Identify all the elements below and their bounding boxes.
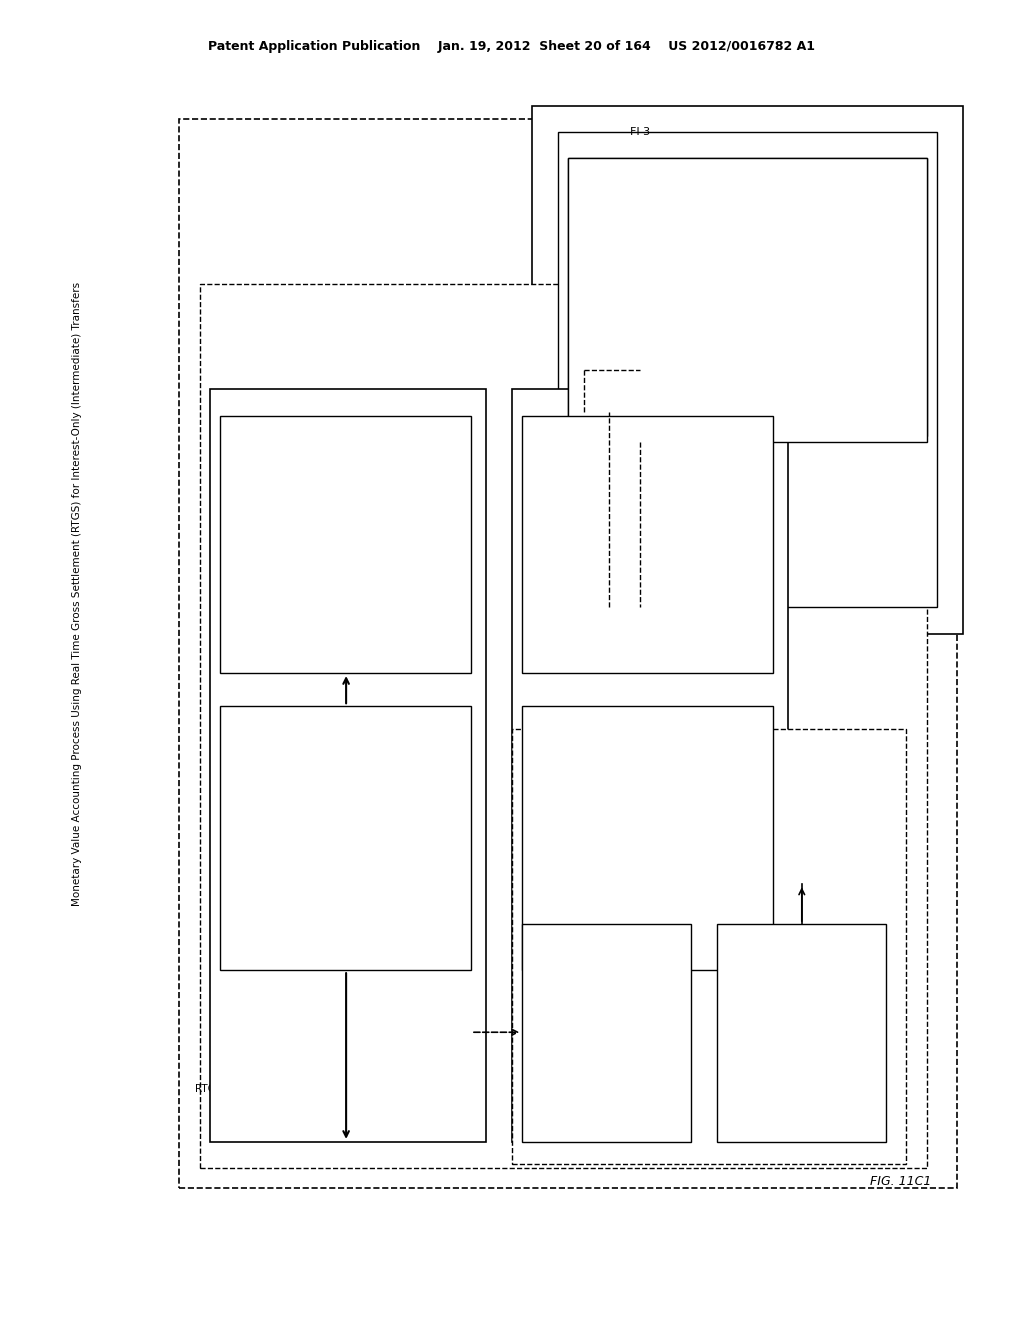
Text: MV (Rₗ (β, $, CPₙ, 0)): MV (Rₗ (β, $, CPₙ, 0)) — [603, 715, 693, 723]
Text: RTGS: RTGS — [195, 1084, 222, 1094]
Text: Federal Reserve Bank: Federal Reserve Bank — [653, 754, 766, 764]
FancyBboxPatch shape — [522, 706, 773, 970]
Text: Home Financial Institution: Home Financial Institution — [281, 417, 416, 428]
Text: External Financial: External Financial — [604, 411, 696, 421]
Text: Accounts (Cash): Accounts (Cash) — [606, 430, 690, 441]
Text: Third Party Bank: Third Party Bank — [597, 195, 683, 206]
Text: Third Party Bank: Third Party Bank — [597, 160, 683, 170]
Text: Where: Where — [624, 318, 656, 329]
FancyBboxPatch shape — [522, 416, 773, 673]
Text: MV (FRBDₙ, $,: MV (FRBDₙ, $, — [771, 969, 833, 977]
Text: +: + — [635, 389, 645, 403]
Text: MV (CIₙ, $, CPₘ, t): MV (CIₙ, $, CPₘ, t) — [600, 416, 680, 424]
Text: CPₙ, t)) – MV (Rₗ (β, $,: CPₙ, t)) – MV (Rₗ (β, $, — [298, 738, 394, 746]
FancyBboxPatch shape — [522, 924, 691, 1142]
Text: Third Party Account: Third Party Account — [696, 199, 799, 210]
Text: FIG. 11C1: FIG. 11C1 — [870, 1175, 932, 1188]
Text: MV (CIₙ, $, CPₘ, t): MV (CIₙ, $, CPₘ, t) — [608, 458, 688, 466]
FancyBboxPatch shape — [200, 284, 927, 1168]
FancyBboxPatch shape — [512, 729, 906, 1164]
Text: MV (Rₗ (α…), $,: MV (Rₗ (α…), $, — [312, 715, 380, 723]
Text: MV (FRBCₘ, $,: MV (FRBCₘ, $, — [575, 969, 639, 977]
Text: Third Party Account: Third Party Account — [696, 177, 799, 187]
Text: FI 2: FI 2 — [793, 941, 811, 952]
Text: FI 1: FI 1 — [598, 941, 616, 952]
Text: MRT Network: MRT Network — [220, 1097, 289, 1107]
Text: Third Party Account: Third Party Account — [696, 176, 799, 186]
Text: Institution: Institution — [624, 433, 677, 444]
FancyBboxPatch shape — [558, 132, 937, 607]
Text: FI 3: FI 3 — [630, 127, 650, 137]
FancyBboxPatch shape — [220, 416, 471, 673]
Text: Accounts (Cash): Accounts (Cash) — [304, 430, 388, 441]
Text: CIₙ, t): CIₙ, t) — [595, 991, 620, 999]
FancyBboxPatch shape — [210, 389, 486, 1142]
FancyBboxPatch shape — [512, 389, 788, 1142]
FancyBboxPatch shape — [568, 158, 927, 436]
Text: (MV (CPₘ, $, CPₙ, t)/PCR): (MV (CPₘ, $, CPₙ, t)/PCR) — [692, 207, 803, 215]
Text: Monetary Value Accounting Process Using Real Time Gross Settlement (RTGS) for In: Monetary Value Accounting Process Using … — [72, 282, 82, 906]
Text: FI 3: FI 3 — [630, 173, 650, 183]
FancyBboxPatch shape — [179, 119, 957, 1188]
Text: CIₙ, t): CIₙ, t) — [790, 991, 814, 999]
FancyBboxPatch shape — [568, 158, 927, 442]
Text: (CPₗ, $, FRBCₘ, t) / PCR: (CPₗ, $, FRBCₘ, t) / PCR — [589, 368, 691, 376]
FancyBboxPatch shape — [220, 706, 471, 970]
Text: MV (CIₙ, $, FRBCₘ, t): MV (CIₙ, $, FRBCₘ, t) — [300, 458, 392, 466]
FancyBboxPatch shape — [532, 106, 963, 634]
Text: MV (CPₘ, $, CPₙ, t) ≤ MV: MV (CPₘ, $, CPₙ, t) ≤ MV — [585, 346, 695, 354]
FancyBboxPatch shape — [717, 924, 886, 1142]
Text: Patent Application Publication    Jan. 19, 2012  Sheet 20 of 164    US 2012/0016: Patent Application Publication Jan. 19, … — [209, 40, 815, 53]
Text: CPₙ, 0)): CPₙ, 0)) — [330, 760, 362, 768]
